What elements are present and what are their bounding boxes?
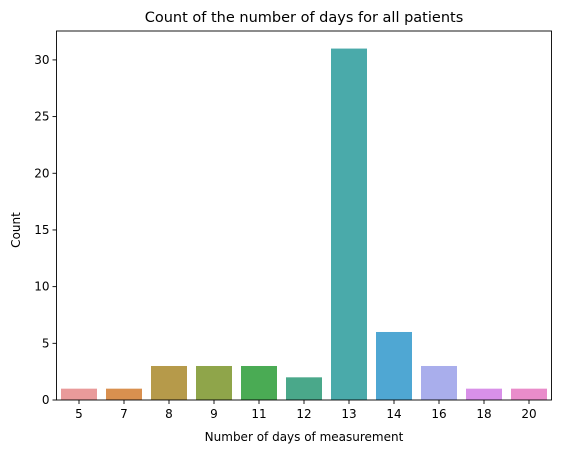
y-tick-label-5: 5 (42, 336, 50, 350)
x-tick-label-16: 16 (431, 407, 446, 421)
x-tick-label-12: 12 (296, 407, 311, 421)
x-tick-label-9: 9 (210, 407, 218, 421)
x-tick-label-5: 5 (75, 407, 83, 421)
plot-frame (56, 30, 552, 401)
bar-16 (421, 365, 457, 400)
x-tick-label-8: 8 (165, 407, 173, 421)
bar-12 (286, 377, 322, 400)
bar-7 (106, 388, 142, 400)
y-tick-label-25: 25 (34, 110, 49, 124)
x-axis: 5 7 8 9 11 12 13 14 16 18 20 (75, 400, 537, 421)
bar-18 (466, 388, 502, 400)
y-tick-label-20: 20 (34, 166, 49, 180)
x-tick-label-18: 18 (476, 407, 491, 421)
y-tick-label-10: 10 (34, 280, 49, 294)
bar-5 (61, 388, 97, 400)
bars-group (61, 48, 547, 400)
y-tick-label-15: 15 (34, 223, 49, 237)
x-tick-label-11: 11 (251, 407, 266, 421)
x-tick-label-13: 13 (341, 407, 356, 421)
bar-14 (376, 331, 412, 400)
y-tick-label-0: 0 (42, 393, 50, 407)
x-tick-label-20: 20 (521, 407, 536, 421)
chart-title: Count of the number of days for all pati… (145, 10, 464, 26)
y-axis: 0 5 10 15 20 25 30 (34, 53, 57, 407)
bar-11 (241, 365, 277, 400)
y-axis-label: Count (9, 212, 23, 248)
y-tick-label-30: 30 (34, 53, 49, 67)
bar-20 (511, 388, 547, 400)
bar-9 (196, 365, 232, 400)
x-tick-label-14: 14 (386, 407, 401, 421)
x-tick-label-7: 7 (120, 407, 128, 421)
bar-8 (151, 365, 187, 400)
bar-13 (331, 48, 367, 400)
x-axis-label: Number of days of measurement (205, 430, 404, 444)
